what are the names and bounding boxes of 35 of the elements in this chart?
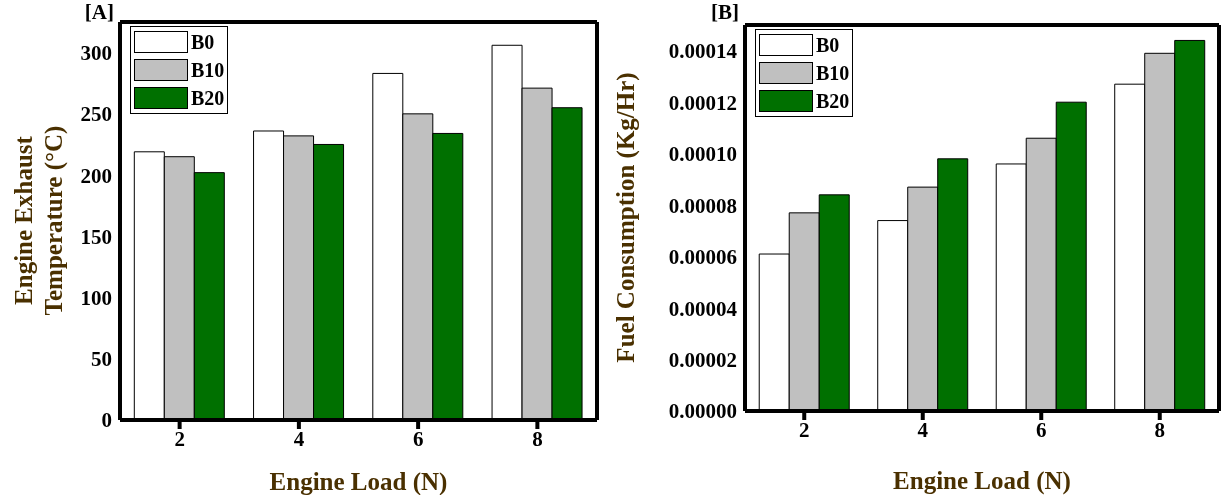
y-axis-title: Engine Exhaust Temperature (°C) [10,125,68,316]
legend-label: B20 [191,86,225,110]
legend-label: B10 [191,58,225,82]
y-tick-label: 250 [80,102,112,127]
legend-label: B10 [816,61,850,85]
x-tick-label: 8 [1154,417,1165,442]
x-tick-label: 6 [412,426,424,451]
x-axis-title: Engine Load (N) [269,468,448,495]
y-tick-label: 0.00014 [668,39,738,64]
chart-title: [B] [711,0,739,25]
x-tick-label: 6 [1036,417,1047,442]
legend-label: B0 [191,30,215,54]
y-tick-label: 150 [80,224,112,249]
y-tick-label: 100 [80,285,112,310]
x-tick-label: 4 [293,426,305,451]
y-tick-label: 0.00004 [668,296,738,321]
y-tick-label: 0.00012 [668,90,737,115]
y-tick-label: 300 [80,41,112,66]
chart-title: [A] [84,0,114,25]
x-tick-label: 4 [917,417,929,442]
x-tick-label: 8 [532,426,543,451]
x-tick-label: 2 [799,417,810,442]
y-tick-label: 0.00002 [668,347,737,372]
y-tick-label: 0.00010 [668,142,737,167]
legend-label: B0 [816,33,840,57]
y-tick-label: 200 [80,163,112,188]
y-tick-label: 50 [91,347,112,372]
y-tick-label: 0.00008 [668,193,737,218]
y-tick-label: 0 [101,408,112,433]
y-axis-title: Fuel Consumption (Kg/Hr) [612,72,640,363]
x-axis-title: Engine Load (N) [893,467,1071,495]
y-tick-label: 0.00006 [668,245,737,270]
legend-label: B20 [816,89,850,113]
y-tick-label: 0.00000 [668,399,737,424]
x-tick-label: 2 [174,426,185,451]
